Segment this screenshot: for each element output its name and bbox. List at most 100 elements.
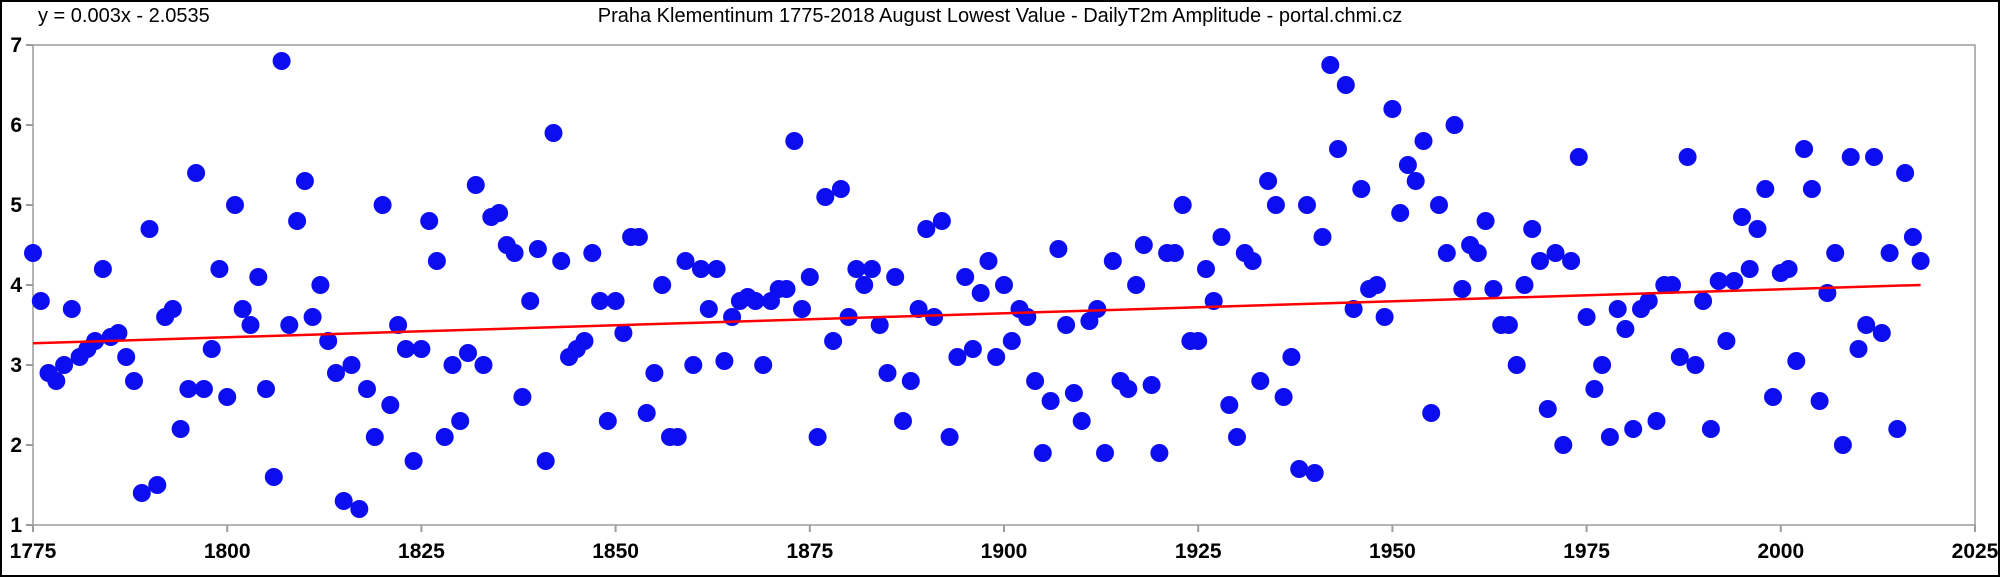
data-point (1810, 392, 1829, 410)
data-point (1088, 300, 1107, 318)
data-point (233, 300, 252, 318)
data-point (816, 188, 835, 206)
data-point (692, 260, 710, 278)
data-point (24, 244, 42, 262)
data-point (1888, 420, 1907, 438)
data-point (1313, 228, 1332, 246)
data-point (1212, 228, 1231, 246)
x-axis-tick-label: 1800 (204, 540, 251, 563)
data-point (1538, 400, 1557, 418)
data-point (218, 388, 237, 406)
data-point (505, 244, 524, 262)
data-point (62, 300, 81, 318)
data-point (93, 260, 112, 278)
data-point (1336, 76, 1355, 94)
data-point (1802, 180, 1821, 198)
y-axis-tick-label: 4 (10, 274, 22, 297)
data-point (459, 344, 477, 362)
data-point (187, 164, 206, 182)
data-point (1779, 260, 1798, 278)
data-point (1064, 384, 1083, 402)
data-point (1414, 132, 1433, 150)
data-point (598, 412, 617, 430)
data-point (855, 276, 874, 294)
data-point (1787, 352, 1806, 370)
data-point (226, 196, 244, 214)
data-point (785, 132, 804, 150)
data-point (311, 276, 330, 294)
data-point (1383, 100, 1402, 118)
data-point (264, 468, 283, 486)
data-point (1033, 444, 1052, 462)
data-point (443, 356, 462, 374)
data-point (140, 220, 159, 238)
data-point (163, 300, 182, 318)
data-point (1616, 320, 1635, 338)
data-point (1321, 56, 1340, 74)
data-point (637, 404, 656, 422)
data-point (645, 364, 664, 382)
data-point (963, 340, 982, 358)
data-point (1282, 348, 1301, 366)
data-point (925, 308, 944, 326)
data-point (490, 204, 509, 222)
x-axis-tick-label: 1975 (1563, 540, 1610, 563)
data-point (1430, 196, 1448, 214)
data-point (342, 356, 361, 374)
data-point (1678, 148, 1697, 166)
data-point (1041, 392, 1060, 410)
data-point (614, 324, 633, 342)
data-point (1220, 396, 1239, 414)
data-point (1002, 332, 1021, 350)
data-point (1142, 376, 1161, 394)
data-point (1189, 332, 1208, 350)
data-point (1274, 388, 1293, 406)
data-point (754, 356, 773, 374)
data-point (420, 212, 439, 230)
data-point (1298, 196, 1316, 214)
data-point (995, 276, 1013, 294)
x-axis-tick-label: 1775 (10, 540, 57, 563)
y-axis-tick-label: 3 (10, 354, 22, 377)
data-point (591, 292, 610, 310)
data-point (148, 476, 167, 494)
data-point (1072, 412, 1091, 430)
data-point (521, 292, 540, 310)
data-point (668, 428, 687, 446)
data-point (55, 356, 74, 374)
data-point (1259, 172, 1278, 190)
data-point (746, 292, 765, 310)
data-point (1896, 164, 1915, 182)
data-point (373, 196, 392, 214)
trendline-equation: y = 0.003x - 2.0535 (38, 5, 210, 27)
data-point (808, 428, 827, 446)
data-point (606, 292, 625, 310)
data-point (1484, 280, 1503, 298)
data-point (528, 240, 547, 258)
data-point (777, 280, 796, 298)
data-point (202, 340, 221, 358)
data-point (1018, 308, 1037, 326)
data-point (358, 380, 376, 398)
data-point (1344, 300, 1363, 318)
data-point (901, 372, 920, 390)
data-point (536, 452, 555, 470)
data-point (1406, 172, 1425, 190)
x-axis-tick-label: 2000 (1757, 540, 1804, 563)
data-point (715, 352, 734, 370)
data-point (249, 268, 268, 286)
data-point (350, 500, 369, 518)
x-axis-tick-label: 1900 (981, 540, 1028, 563)
data-point (870, 316, 889, 334)
data-point (1608, 300, 1627, 318)
data-point (381, 396, 400, 414)
y-axis-tick-label: 1 (10, 514, 22, 537)
data-point (1243, 252, 1262, 270)
data-point (1694, 292, 1713, 310)
data-point (1127, 276, 1146, 294)
data-point (1686, 356, 1705, 374)
data-point (1476, 212, 1495, 230)
data-point (1103, 252, 1122, 270)
data-point (653, 276, 672, 294)
